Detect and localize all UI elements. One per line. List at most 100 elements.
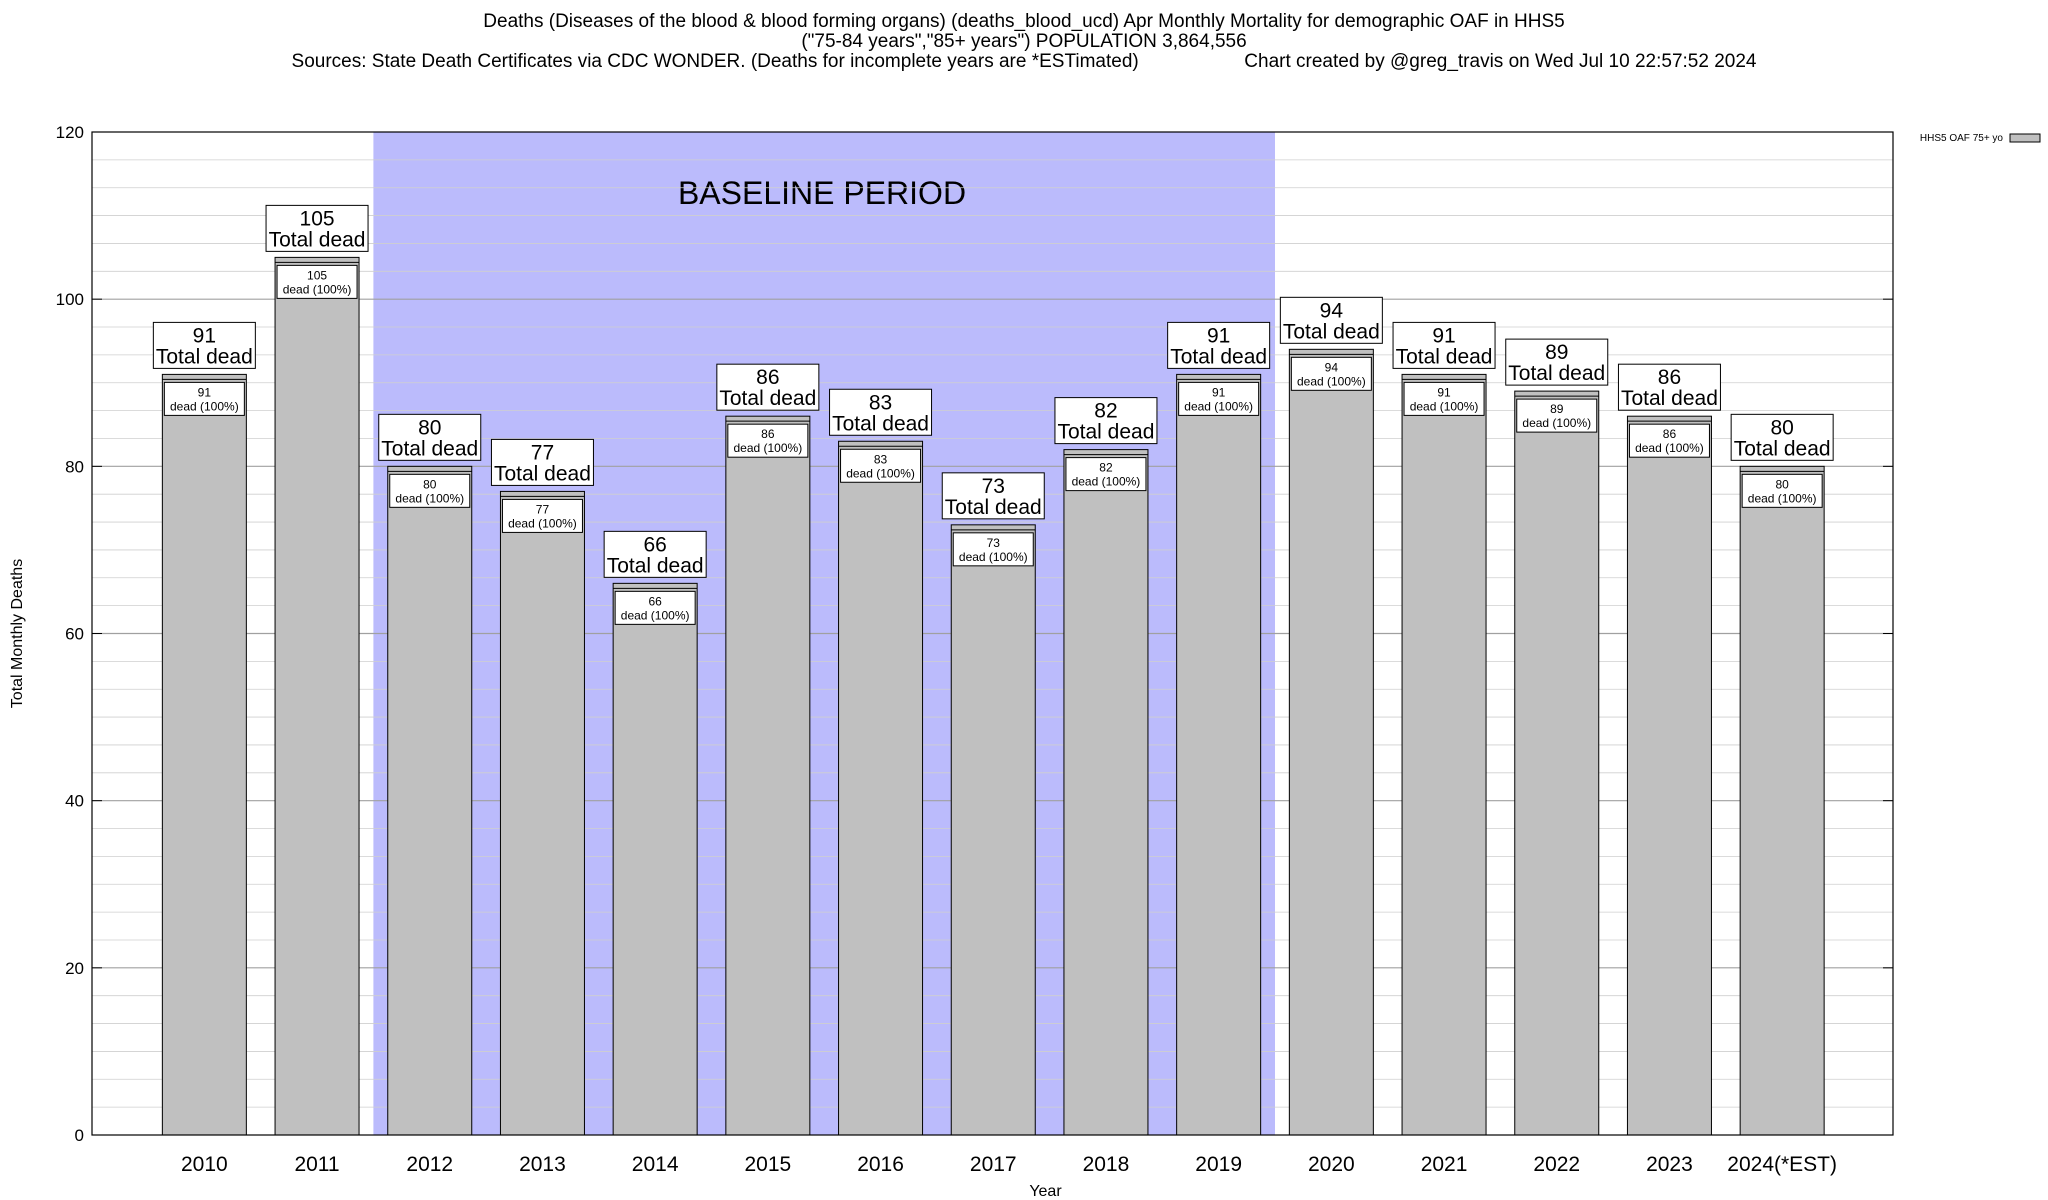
segment-label-box	[840, 448, 922, 483]
total-caption-label: Total dead	[1396, 345, 1493, 368]
bar	[161, 373, 247, 1136]
segment-percent-label: dead (100%)	[1410, 399, 1479, 413]
total-value-label: 91	[1432, 324, 1455, 347]
total-caption-label: Total dead	[719, 387, 816, 410]
total-value-label: 73	[982, 475, 1005, 498]
total-value-label: 82	[1094, 400, 1117, 423]
total-label-box	[490, 438, 594, 486]
segment-label-box	[1065, 457, 1147, 492]
total-caption-label: Total dead	[1283, 320, 1380, 343]
segment-percent-label: dead (100%)	[1635, 441, 1704, 455]
segment-label-box	[1741, 473, 1823, 508]
total-label-box	[1054, 397, 1158, 445]
total-caption-label: Total dead	[156, 345, 253, 368]
bar	[725, 415, 811, 1136]
total-label-box	[941, 472, 1045, 520]
bar	[1288, 348, 1374, 1136]
x-tick-label: 2011	[294, 1153, 339, 1176]
bar-body	[1514, 390, 1600, 1136]
total-label-box	[1392, 321, 1496, 369]
bar	[1739, 465, 1825, 1136]
total-value-label: 86	[756, 366, 779, 389]
total-caption-label: Total dead	[607, 554, 704, 577]
y-tick-label: 20	[65, 959, 84, 978]
title-line-2: ("75-84 years","85+ years") POPULATION 3…	[801, 31, 1247, 52]
y-tick-label: 40	[65, 792, 84, 811]
title-line-1: Deaths (Diseases of the blood & blood fo…	[483, 11, 1565, 32]
total-caption-label: Total dead	[381, 437, 478, 460]
segment-label-box	[1516, 398, 1598, 433]
total-label-box	[1279, 296, 1383, 344]
segment-value-label: 73	[987, 536, 1001, 550]
bar	[1626, 415, 1712, 1136]
segment-value-label: 86	[1663, 427, 1677, 441]
total-caption-label: Total dead	[1734, 437, 1831, 460]
total-caption-label: Total dead	[832, 412, 929, 435]
y-tick-label: 60	[65, 625, 84, 644]
segment-percent-label: dead (100%)	[1522, 416, 1591, 430]
bar	[1401, 373, 1487, 1136]
bar-body	[499, 490, 585, 1136]
segment-label-box	[1178, 381, 1260, 416]
bar-body	[950, 524, 1036, 1136]
legend-swatch	[2009, 133, 2041, 143]
total-label-box	[152, 321, 256, 369]
chart-title: Deaths (Diseases of the blood & blood fo…	[0, 12, 2048, 72]
segment-label-box	[614, 590, 696, 625]
segment-percent-label: dead (100%)	[959, 550, 1028, 564]
total-label-box	[1617, 363, 1721, 411]
segment-value-label: 91	[198, 385, 212, 399]
x-tick-label: 2020	[1308, 1153, 1355, 1176]
x-tick-label: 2014	[632, 1153, 679, 1176]
total-value-label: 80	[1770, 416, 1793, 439]
bar	[1514, 390, 1600, 1136]
bar-body	[274, 256, 360, 1136]
bar	[838, 440, 924, 1136]
total-caption-label: Total dead	[1621, 387, 1718, 410]
bar	[950, 524, 1036, 1136]
segment-value-label: 91	[1212, 385, 1226, 399]
x-axis-title: Year	[1029, 1183, 1062, 1200]
segment-value-label: 82	[1099, 461, 1113, 475]
bar-body	[387, 465, 473, 1136]
bar-body	[612, 582, 698, 1136]
bar-body	[838, 440, 924, 1136]
bar	[499, 490, 585, 1136]
x-tick-label: 2016	[857, 1153, 904, 1176]
segment-label-box	[501, 498, 583, 533]
total-caption-label: Total dead	[1057, 421, 1154, 444]
segment-label-box	[1403, 381, 1485, 416]
total-value-label: 105	[300, 207, 335, 230]
segment-percent-label: dead (100%)	[621, 608, 690, 622]
segment-percent-label: dead (100%)	[1748, 491, 1817, 505]
y-tick-label: 0	[75, 1126, 84, 1145]
baseline-period-label: BASELINE PERIOD	[678, 175, 966, 211]
legend-label: HHS5 OAF 75+ yo	[1920, 133, 2004, 144]
x-tick-label: 2022	[1533, 1153, 1580, 1176]
legend: HHS5 OAF 75+ yo	[1920, 133, 2041, 144]
total-label-box	[829, 388, 933, 436]
segment-percent-label: dead (100%)	[733, 441, 802, 455]
total-label-box	[1505, 338, 1609, 386]
segment-label-box	[389, 473, 471, 508]
bar-body	[1288, 348, 1374, 1136]
y-tick-label: 120	[56, 123, 84, 142]
x-tick-label: 2017	[970, 1153, 1017, 1176]
segment-label-box	[1290, 356, 1372, 391]
sources-text: Sources: State Death Certificates via CD…	[291, 51, 1139, 72]
